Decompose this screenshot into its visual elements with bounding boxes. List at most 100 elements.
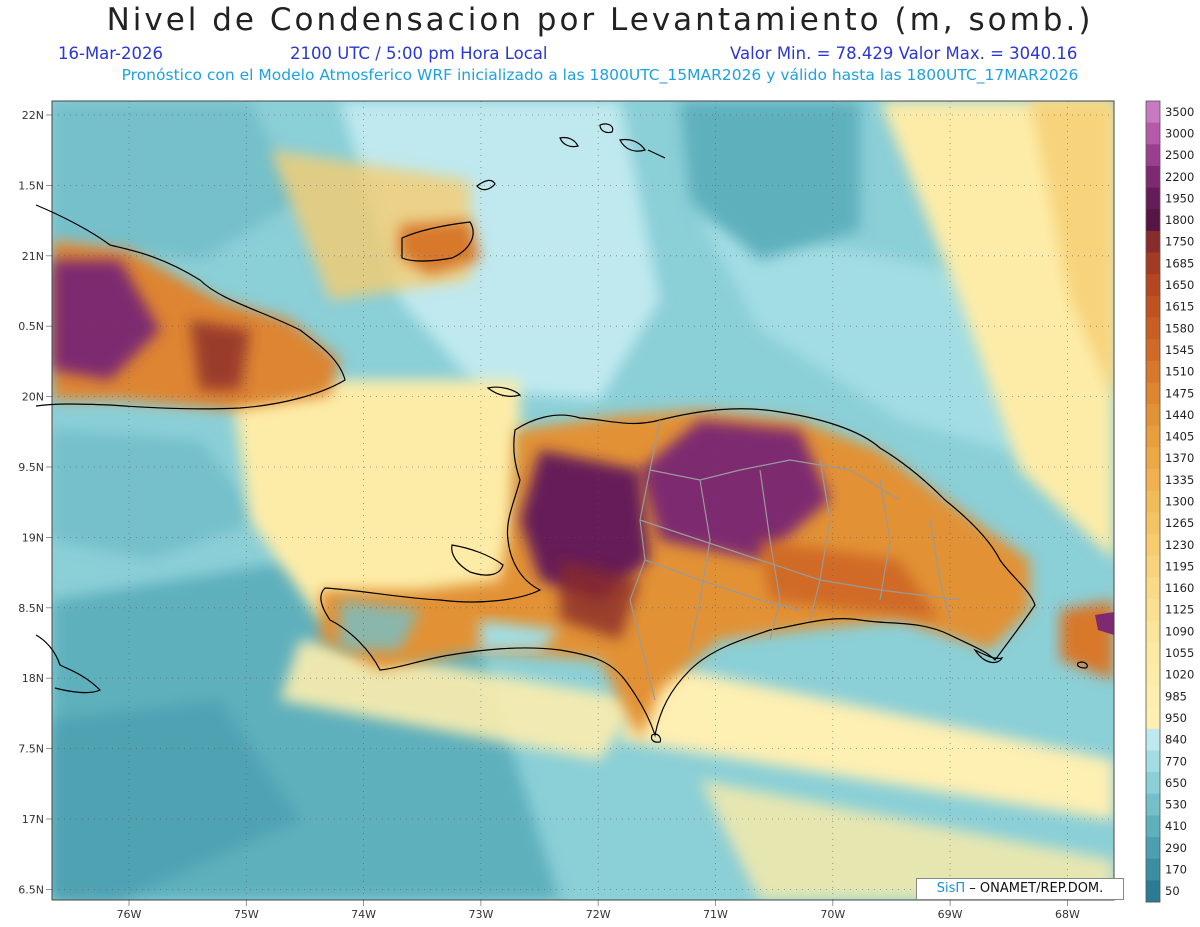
colorbar-label: 1440 [1165,408,1194,422]
colorbar-label: 2200 [1165,170,1194,184]
colorbar-label: 1195 [1165,559,1194,573]
lat-label: 21N [22,250,44,263]
lon-label: 69W [938,908,963,921]
map-title: Nivel de Condensacion por Levantamiento … [106,2,1094,38]
colorbar-swatch [1146,793,1160,816]
colorbar-label: 1020 [1165,668,1194,682]
colorbar-swatch [1146,404,1160,427]
plot-frame [51,100,1115,901]
colorbar-swatch [1146,815,1160,838]
colorbar-label: 170 [1165,863,1187,877]
colorbar-label: 1615 [1165,300,1194,314]
lon-label: 68W [1055,908,1080,921]
lat-label: 19N [22,531,44,544]
colorbar-swatch [1146,230,1160,254]
colorbar-label: 1230 [1165,538,1194,552]
colorbar-label: 1300 [1165,495,1194,509]
lon-label: 72W [586,908,611,921]
colorbar-label: 1545 [1165,343,1194,357]
lon-label: 75W [234,908,259,921]
colorbar-label: 1405 [1165,430,1194,444]
colorbar-swatch [1146,685,1160,708]
colorbar-label: 1750 [1165,235,1194,249]
colorbar-swatch [1146,469,1160,492]
colorbar-swatch [1146,620,1160,643]
colorbar-label: 290 [1165,841,1187,855]
colorbar-swatch [1146,447,1160,470]
colorbar-swatch [1146,642,1160,665]
colorbar-swatch [1146,772,1160,795]
credit-box: SisΠ – ONAMET/REP.DOM. [916,878,1124,900]
colorbar-swatch [1146,187,1160,210]
colorbar-label: 1265 [1165,516,1194,530]
colorbar-label: 1125 [1165,603,1194,617]
lon-label: 74W [351,908,376,921]
colorbar-label: 1510 [1165,365,1194,379]
colorbar-label: 530 [1165,798,1187,812]
lat-label: 0.5N [18,320,44,333]
longitude-labels: 76W 75W 74W 73W 72W 71W 70W 69W 68W [117,908,1080,921]
colorbar-swatch [1146,165,1160,189]
colorbar-swatch [1146,598,1160,622]
colorbar-swatch [1146,360,1160,383]
colorbar-label: 1800 [1165,213,1194,227]
latitude-labels: 22N 1.5N 21N 0.5N 20N 9.5N 19N 8.5N 18N 7.5N 17N 6.… [18,109,44,896]
colorbar-label: 1160 [1165,581,1194,595]
colorbar-swatch [1146,122,1160,145]
forecast-time: 2100 UTC / 5:00 pm Hora Local [290,44,548,63]
lcl-field [52,101,1114,900]
lat-label: 17N [22,813,44,826]
colorbar-label: 410 [1165,819,1187,833]
colorbar-swatch [1146,750,1160,773]
colorbar-swatch [1146,144,1160,167]
colorbar-swatch [1146,274,1160,297]
colorbar-swatch [1146,555,1160,578]
lat-label: 22N [22,109,44,122]
colorbar: 3500 3000 2500 2200 1950 1800 1750 1685 1650 1615… [1145,100,1194,903]
lat-label: 18N [22,672,44,685]
colorbar-swatch [1146,252,1160,275]
gridlines [46,101,1114,906]
province-borders [629,419,961,701]
colorbar-swatch [1146,707,1160,730]
colorbar-label: 650 [1165,776,1187,790]
colorbar-swatch [1146,101,1160,124]
colorbar-swatch [1146,837,1160,860]
credit-text: – ONAMET/REP.DOM. [969,881,1104,896]
model-info: Pronóstico con el Modelo Atmosferico WRF… [121,66,1079,84]
colorbar-label: 2500 [1165,148,1194,162]
colorbar-label: 950 [1165,711,1187,725]
colorbar-label: 1685 [1165,256,1194,270]
colorbar-swatch [1146,425,1160,448]
colorbar-swatch [1146,512,1160,535]
colorbar-label: 1950 [1165,191,1194,205]
colorbar-swatch [1146,858,1160,881]
colorbar-swatch [1146,663,1160,687]
colorbar-label: 1055 [1165,646,1194,660]
lat-label: 7.5N [18,743,44,756]
sispi-logo: SisΠ [936,881,966,896]
colorbar-swatch [1146,577,1160,600]
subtitle-row: 16-Mar-2026 2100 UTC / 5:00 pm Hora Loca… [0,44,1200,66]
colorbar-label: 1650 [1165,278,1194,292]
lon-label: 76W [117,908,142,921]
colorbar-swatch [1146,533,1160,557]
colorbar-label: 3000 [1165,126,1194,140]
colorbar-swatch [1146,728,1160,751]
lon-label: 73W [468,908,493,921]
colorbar-swatch [1146,880,1160,903]
lat-label: 8.5N [18,602,44,615]
forecast-date: 16-Mar-2026 [58,44,163,63]
colorbar-label: 840 [1165,733,1187,747]
lon-label: 70W [820,908,845,921]
colorbar-label: 985 [1165,689,1187,703]
lat-label: 9.5N [18,461,44,474]
colorbar-label: 770 [1165,754,1187,768]
colorbar-label: 1335 [1165,473,1194,487]
colorbar-label: 1580 [1165,321,1194,335]
lat-label: 6.5N [18,883,44,896]
colorbar-swatch [1146,295,1160,318]
min-max-values: Valor Min. = 78.429 Valor Max. = 3040.16 [730,44,1078,63]
colorbar-label: 1090 [1165,624,1194,638]
lat-label: 20N [22,391,44,404]
